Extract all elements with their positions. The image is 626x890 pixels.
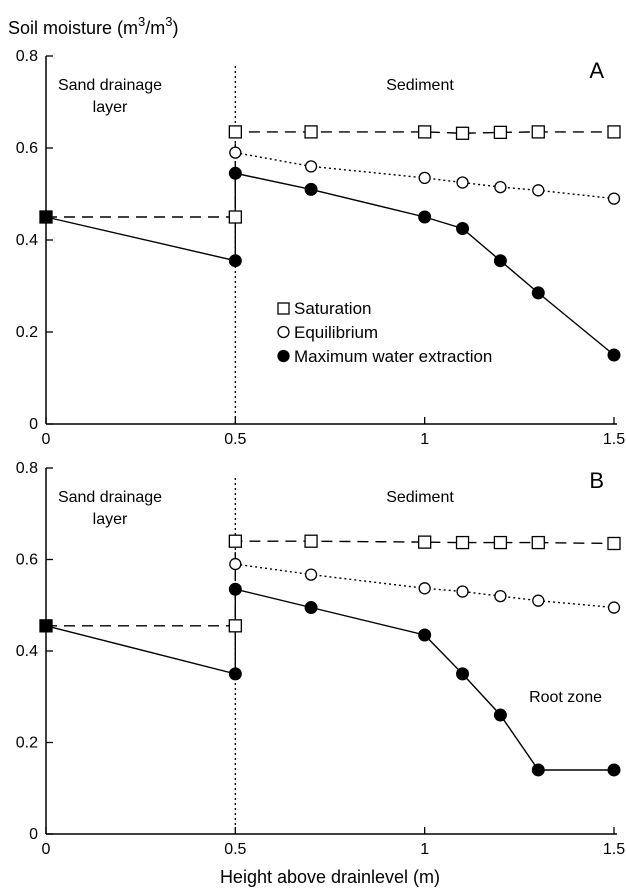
annotation-layer: layer — [93, 511, 128, 528]
data-point-equilibrium — [304, 568, 318, 581]
data-point-equilibrium — [607, 601, 621, 614]
data-point-saturation — [531, 125, 545, 139]
data-point-max-extraction — [531, 763, 545, 777]
data-point-max-extraction — [493, 708, 507, 722]
data-point-equilibrium — [532, 594, 545, 607]
panel-a: A Sand drainage layer Sediment Saturatio… — [16, 48, 625, 448]
x-tick-label: 1 — [420, 431, 429, 448]
data-point-saturation — [418, 535, 432, 549]
data-point-max-extraction — [304, 601, 318, 615]
legend-max-extraction-marker — [277, 349, 290, 363]
y-axis-title: Soil moisture (m3/m3) — [8, 14, 179, 38]
data-point-saturation — [39, 619, 53, 633]
data-point-max-extraction — [456, 667, 470, 681]
series-line — [46, 540, 615, 627]
y-tick-label: 0.8 — [16, 460, 38, 477]
data-point-max-extraction — [607, 348, 621, 362]
data-point-max-extraction — [304, 182, 318, 196]
legend-equilibrium-label: Equilibrium — [294, 323, 378, 342]
data-point-saturation — [228, 210, 242, 224]
y-tick-label: 0 — [29, 826, 38, 843]
data-point-equilibrium — [532, 184, 545, 197]
data-point-max-extraction — [228, 254, 242, 268]
series-line — [46, 131, 614, 218]
data-point-saturation — [228, 534, 242, 548]
panel-letter-a: A — [589, 58, 604, 83]
data-point-saturation — [607, 536, 621, 551]
data-point-saturation — [228, 125, 242, 139]
data-point-saturation — [228, 619, 242, 633]
data-point-saturation — [493, 535, 508, 550]
annotation-root-zone: Root zone — [529, 689, 602, 706]
data-point-equilibrium — [607, 192, 621, 205]
annotation-sediment: Sediment — [386, 77, 454, 94]
annotation-sand-drainage: Sand drainage — [58, 77, 162, 94]
panel-letter-b: B — [589, 468, 604, 493]
data-point-saturation — [455, 535, 470, 550]
data-point-max-extraction — [607, 763, 621, 777]
x-axis-title: Height above drainlevel (m) — [220, 867, 440, 887]
x-tick-label: 0.5 — [224, 841, 246, 858]
y-tick-label: 0.4 — [16, 232, 38, 249]
data-point-equilibrium — [494, 589, 507, 603]
y-tick-label: 0.8 — [16, 48, 38, 65]
legend-saturation-marker — [277, 302, 290, 315]
data-point-max-extraction — [456, 222, 470, 235]
data-point-saturation — [304, 534, 318, 548]
y-tick-label: 0.2 — [16, 324, 38, 341]
annotation-layer: layer — [93, 99, 128, 116]
data-point-saturation — [607, 125, 621, 139]
data-point-equilibrium — [494, 180, 507, 194]
legend-equilibrium-marker — [277, 325, 290, 339]
data-point-equilibrium — [418, 582, 431, 595]
x-tick-label: 1 — [420, 841, 429, 858]
data-point-max-extraction — [418, 210, 432, 224]
x-tick-label: 1.5 — [603, 431, 625, 448]
x-tick-label: 1.5 — [603, 841, 625, 858]
y-tick-label: 0 — [29, 416, 38, 433]
data-point-saturation — [418, 125, 432, 139]
x-tick-label: 0 — [42, 431, 51, 448]
y-tick-label: 0.6 — [16, 552, 38, 569]
data-point-equilibrium — [456, 585, 469, 598]
data-point-max-extraction — [228, 166, 242, 180]
data-point-max-extraction — [418, 628, 432, 642]
legend: Saturation Equilibrium Maximum water ext… — [277, 299, 492, 366]
y-tick-label: 0.2 — [16, 735, 38, 752]
data-point-max-extraction — [228, 667, 242, 681]
series-line — [45, 588, 614, 771]
legend-saturation-label: Saturation — [294, 299, 372, 318]
data-point-saturation — [39, 210, 53, 224]
x-tick-label: 0.5 — [224, 431, 246, 448]
data-point-equilibrium — [456, 176, 469, 189]
x-tick-label: 0 — [42, 841, 51, 858]
data-point-saturation — [455, 126, 470, 140]
data-point-saturation — [531, 535, 545, 550]
data-point-max-extraction — [531, 286, 545, 300]
y-tick-label: 0.4 — [16, 643, 38, 660]
data-point-saturation — [493, 125, 508, 140]
data-point-max-extraction — [493, 254, 507, 268]
data-point-saturation — [304, 125, 318, 139]
annotation-sand-drainage: Sand drainage — [58, 489, 162, 506]
data-point-max-extraction — [228, 582, 242, 596]
legend-max-extraction-label: Maximum water extraction — [294, 347, 492, 366]
data-point-equilibrium — [418, 171, 431, 185]
panel-b: B Sand drainage layer Sediment Root zone… — [16, 460, 625, 858]
data-point-equilibrium — [304, 160, 318, 173]
annotation-sediment: Sediment — [386, 489, 454, 506]
data-point-equilibrium — [229, 557, 242, 571]
data-point-equilibrium — [229, 146, 242, 159]
y-tick-label: 0.6 — [16, 140, 38, 157]
